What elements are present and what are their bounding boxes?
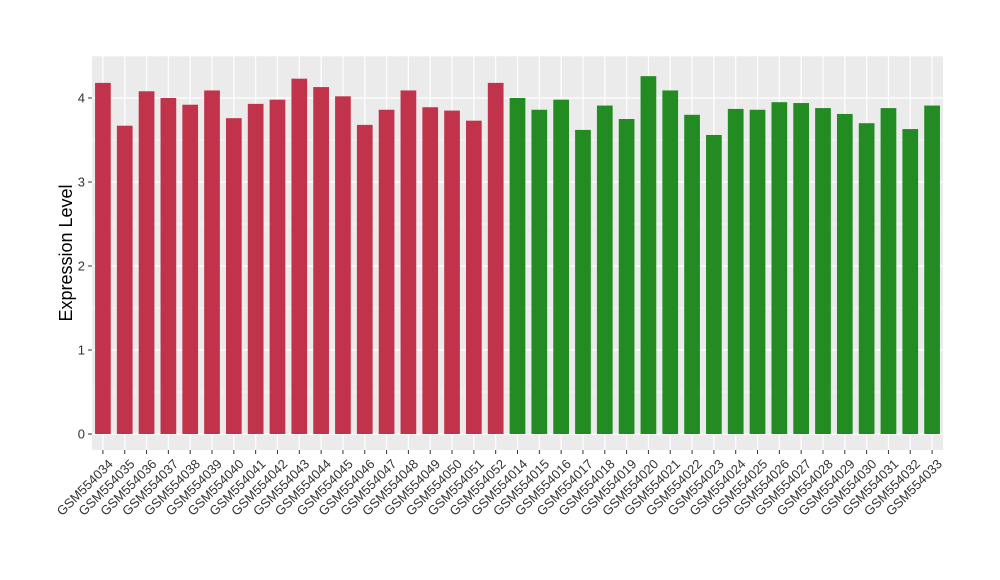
bar [138,91,155,434]
bar [487,82,504,434]
y-axis: 0 1 2 3 4 [78,91,92,442]
bar [95,82,111,434]
y-tick-label: 0 [78,427,85,442]
bar [509,98,526,434]
x-axis: GSM554034GSM554035GSM554036GSM554037GSM5… [54,450,945,519]
bar [182,104,199,434]
y-tick-label: 3 [78,175,85,190]
bar [378,109,395,434]
bar [531,109,548,434]
bar [160,98,177,434]
bar [793,103,810,434]
bar [727,108,744,435]
y-tick-label: 4 [78,91,85,106]
bars [95,76,940,435]
bar [400,90,417,434]
bar [771,102,788,434]
bar [466,120,482,435]
bar [596,105,613,434]
bar [356,124,373,434]
bar [836,113,853,435]
bar [291,78,308,435]
bar [662,90,679,434]
bar [618,119,635,434]
bar [116,125,133,434]
bar [880,108,897,434]
bar [247,103,264,434]
y-tick-label: 2 [78,259,85,274]
y-axis-title: Expression Level [56,184,76,321]
bar [444,110,460,434]
bar [204,90,220,434]
bar [684,114,700,435]
bar [924,105,940,434]
bar [422,107,439,435]
bar [269,99,286,435]
bar [858,123,875,434]
bar [225,118,242,434]
bar [815,108,831,434]
bar [313,87,329,434]
y-tick-label: 1 [78,343,85,358]
bar [902,129,919,434]
bar [706,134,722,434]
bar [640,76,657,434]
bar [553,99,569,435]
bar [575,129,591,435]
bar [335,96,351,434]
bar [749,109,766,434]
